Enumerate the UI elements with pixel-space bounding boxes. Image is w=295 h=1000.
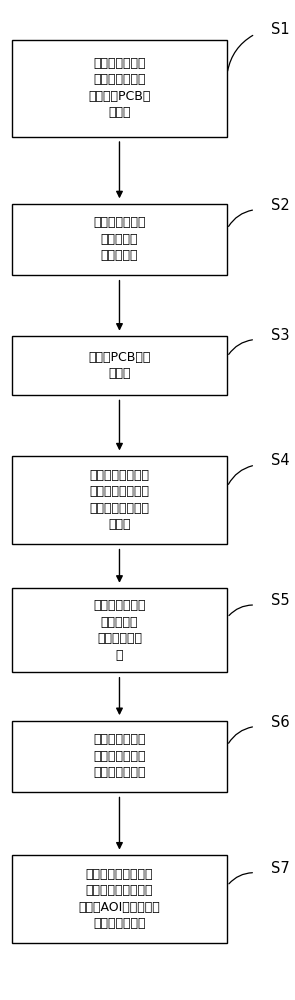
Bar bbox=[12, 40, 227, 137]
Text: 制作外层图形，
盖孔减铜，
再进行砂带磨
板: 制作外层图形， 盖孔减铜， 再进行砂带磨 板 bbox=[93, 599, 146, 662]
Text: S6: S6 bbox=[271, 715, 290, 730]
Text: 用树脂塞满整个背
钻孔和需要塞树脂
的通孔，并进行砂
带磨板: 用树脂塞满整个背 钻孔和需要塞树脂 的通孔，并进行砂 带磨板 bbox=[89, 469, 150, 531]
Bar bbox=[12, 456, 227, 544]
Text: 沉铜导通通孔，
并对板面进
行电镀处理: 沉铜导通通孔， 并对板面进 行电镀处理 bbox=[93, 216, 146, 262]
Bar bbox=[12, 855, 227, 943]
Bar bbox=[12, 204, 227, 275]
Bar bbox=[12, 721, 227, 792]
Text: 进行外层图形制作、
图形电镀、外层蚀刻
、外层AOI、阻焊处理
后，进入后工序: 进行外层图形制作、 图形电镀、外层蚀刻 、外层AOI、阻焊处理 后，进入后工序 bbox=[78, 868, 160, 930]
Text: S4: S4 bbox=[271, 453, 290, 468]
Text: S1: S1 bbox=[271, 22, 290, 37]
Text: S3: S3 bbox=[271, 328, 290, 343]
Text: 对经过前工序处
理以及压合处理
后的多层PCB板
钻通孔: 对经过前工序处 理以及压合处理 后的多层PCB板 钻通孔 bbox=[88, 57, 151, 119]
Text: 对多层PCB板钻
背钻孔: 对多层PCB板钻 背钻孔 bbox=[88, 351, 151, 380]
Bar bbox=[12, 336, 227, 395]
Text: 钻沉孔，后沉铜
板电，将在树脂
塞孔位电镀填平: 钻沉孔，后沉铜 板电，将在树脂 塞孔位电镀填平 bbox=[93, 733, 146, 779]
Text: S7: S7 bbox=[271, 861, 290, 876]
Text: S2: S2 bbox=[271, 198, 290, 213]
Text: S5: S5 bbox=[271, 593, 290, 608]
Bar bbox=[12, 588, 227, 672]
